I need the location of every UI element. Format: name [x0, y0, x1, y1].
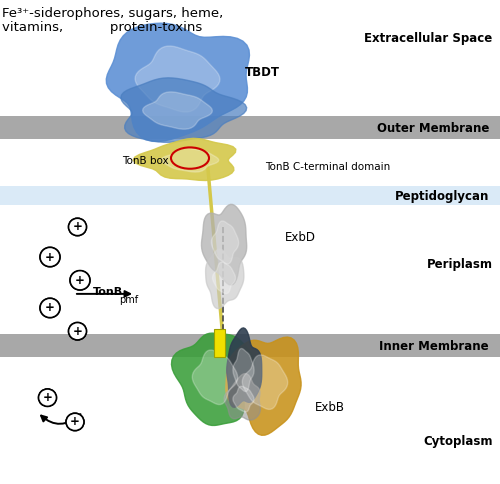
Circle shape [66, 413, 84, 431]
Text: +: + [45, 250, 55, 263]
Polygon shape [133, 139, 236, 181]
Polygon shape [106, 24, 250, 142]
Polygon shape [161, 149, 219, 173]
Text: TonB: TonB [92, 287, 122, 296]
Polygon shape [202, 205, 246, 286]
Text: +: + [70, 415, 80, 427]
Polygon shape [226, 337, 301, 436]
Circle shape [41, 249, 59, 266]
Bar [0, 186, 500, 206]
Text: +: + [72, 220, 83, 233]
Polygon shape [212, 262, 236, 294]
Text: Inner Membrane: Inner Membrane [380, 340, 489, 352]
Circle shape [41, 300, 59, 317]
Text: TonB C-terminal domain: TonB C-terminal domain [265, 162, 390, 172]
Text: +: + [45, 301, 55, 314]
Text: TBDT: TBDT [245, 66, 280, 79]
Bar [214, 329, 224, 357]
Text: Outer Membrane: Outer Membrane [376, 122, 489, 135]
Text: ExbD: ExbD [285, 231, 316, 243]
Polygon shape [135, 47, 220, 113]
Circle shape [67, 414, 83, 430]
Polygon shape [242, 355, 288, 409]
Text: Cytoplasm: Cytoplasm [423, 434, 492, 447]
Polygon shape [233, 386, 254, 412]
Text: Extracellular Space: Extracellular Space [364, 32, 492, 45]
Circle shape [40, 299, 60, 318]
Text: Periplasm: Periplasm [426, 257, 492, 270]
Polygon shape [172, 333, 255, 425]
Text: ExbB: ExbB [315, 400, 345, 413]
Polygon shape [206, 250, 244, 309]
Polygon shape [142, 93, 212, 130]
Polygon shape [121, 79, 246, 143]
Bar [0, 334, 500, 358]
Text: TonB box: TonB box [122, 156, 169, 166]
Polygon shape [224, 374, 260, 420]
Circle shape [70, 271, 90, 290]
Circle shape [40, 390, 56, 406]
Text: Fe³⁺-siderophores, sugars, heme,: Fe³⁺-siderophores, sugars, heme, [2, 7, 224, 20]
Circle shape [68, 219, 86, 236]
Text: +: + [72, 324, 83, 337]
Polygon shape [212, 222, 238, 264]
Circle shape [70, 220, 86, 235]
Circle shape [68, 323, 86, 340]
Text: +: + [42, 391, 52, 403]
Circle shape [71, 272, 89, 289]
Text: +: + [75, 273, 85, 286]
Text: pmf: pmf [119, 294, 138, 304]
Bar [0, 117, 500, 140]
Circle shape [40, 248, 60, 267]
Polygon shape [192, 350, 238, 405]
Polygon shape [226, 328, 262, 408]
Text: Peptidoglycan: Peptidoglycan [394, 190, 489, 202]
Circle shape [38, 389, 56, 407]
Text: vitamins,           protein-toxins: vitamins, protein-toxins [2, 21, 203, 34]
Circle shape [70, 324, 86, 339]
Polygon shape [233, 349, 254, 392]
